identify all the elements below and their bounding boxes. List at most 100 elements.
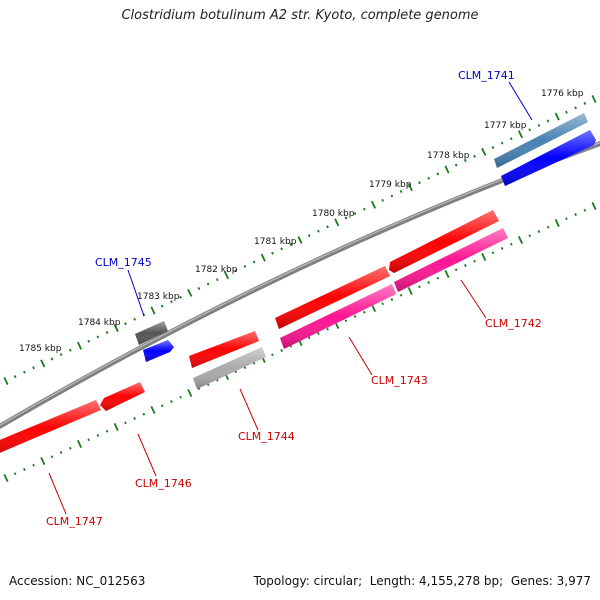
scale-label-1783: 1783 kbp [137, 292, 180, 302]
leader-clm-1745 [127, 269, 145, 317]
major-tick [444, 270, 450, 278]
length-label: Length: [369, 574, 416, 588]
minor-tick [133, 317, 136, 321]
gene-clm-1742-b[interactable] [394, 228, 508, 292]
major-tick [260, 253, 266, 262]
scale-label-1780: 1780 kbp [312, 209, 355, 219]
minor-tick [105, 330, 109, 335]
minor-tick [509, 137, 513, 141]
genome-stats: Topology: circular; Length: 4,155,278 bp… [253, 574, 591, 588]
gene-clm-1745-blue[interactable] [143, 340, 174, 362]
topology-label: Topology: [253, 574, 310, 588]
major-tick [554, 219, 560, 227]
minor-tick [13, 375, 17, 379]
minor-tick [418, 181, 421, 185]
gene-clm-1743-b[interactable] [280, 284, 396, 349]
minor-tick [23, 468, 26, 471]
gene-clm-1741-outer[interactable] [494, 113, 588, 168]
major-tick [40, 359, 46, 368]
gene-label-clm-1742[interactable]: CLM_1742 [485, 317, 542, 330]
genes-label: Genes: [510, 574, 553, 588]
minor-tick [537, 124, 541, 127]
major-tick [113, 324, 119, 333]
gene-label-clm-1747[interactable]: CLM_1747 [46, 515, 103, 528]
minor-tick [68, 446, 72, 450]
minor-tick [491, 145, 495, 150]
scale-label-1785: 1785 kbp [19, 344, 62, 354]
minor-tick [317, 229, 320, 233]
scale-label-1777: 1777 kbp [484, 121, 527, 131]
major-tick [481, 253, 487, 261]
minor-tick [399, 189, 403, 194]
minor-tick [317, 332, 320, 335]
genes-value: 3,977 [556, 574, 591, 588]
minor-tick [32, 366, 35, 370]
minor-tick [280, 247, 283, 251]
gene-clm-1741-inner[interactable] [501, 130, 596, 186]
gene-clm-1742-a[interactable] [389, 210, 499, 273]
major-tick [297, 236, 303, 244]
minor-tick [160, 404, 164, 408]
minor-tick [50, 357, 54, 361]
major-tick [407, 287, 413, 295]
minor-tick [427, 176, 430, 180]
minor-tick [326, 225, 329, 229]
accession-label: Accession: [9, 574, 73, 588]
minor-tick [142, 412, 146, 416]
major-tick [76, 341, 83, 350]
minor-tick [546, 119, 550, 123]
minor-tick [59, 353, 63, 356]
gene-clm-1747[interactable] [0, 400, 101, 457]
minor-tick [436, 276, 440, 280]
gene-clm-1744-b[interactable] [193, 347, 266, 389]
gene-label-clm-1743[interactable]: CLM_1743 [371, 374, 428, 387]
upper-tick-ring [3, 95, 597, 385]
label-leaders [48, 81, 533, 515]
minor-tick [87, 438, 91, 442]
scale-label-1782: 1782 kbp [195, 265, 238, 275]
minor-tick [464, 159, 467, 163]
minor-tick [87, 339, 91, 343]
minor-tick [307, 234, 311, 238]
gene-label-clm-1741[interactable]: CLM_1741 [458, 69, 515, 82]
minor-tick [362, 207, 366, 211]
gene-clm-1743-a[interactable] [275, 266, 390, 329]
gene-clm-1744-a[interactable] [189, 331, 259, 368]
major-tick [407, 183, 413, 192]
gene-clm-1746[interactable] [100, 382, 145, 411]
minor-tick [271, 251, 274, 255]
minor-tick [344, 319, 348, 323]
minor-tick [307, 336, 311, 340]
minor-tick [546, 225, 550, 229]
minor-tick [583, 208, 587, 212]
minor-tick [289, 242, 293, 246]
leader-clm-1742 [460, 279, 487, 319]
minor-tick [454, 268, 458, 272]
minor-tick [344, 216, 348, 220]
gene-label-clm-1744[interactable]: CLM_1744 [238, 430, 295, 443]
minor-tick [509, 242, 513, 246]
major-tick [150, 406, 156, 414]
minor-tick [537, 230, 541, 233]
major-tick [40, 457, 46, 465]
minor-tick [574, 106, 577, 110]
minor-tick [528, 128, 532, 132]
minor-tick [362, 310, 366, 314]
major-tick [334, 218, 340, 227]
minor-tick [473, 259, 476, 263]
major-tick [150, 306, 156, 315]
minor-tick [68, 348, 72, 352]
topology-value: circular [313, 574, 359, 588]
minor-tick [179, 395, 182, 399]
minor-tick [528, 234, 532, 238]
leader-clm-1741 [508, 81, 533, 121]
minor-tick [105, 429, 109, 433]
major-tick [591, 95, 597, 103]
minor-tick [13, 472, 17, 476]
minor-tick [160, 304, 164, 308]
gene-label-clm-1745[interactable]: CLM_1745 [95, 256, 152, 269]
minor-tick [133, 417, 136, 420]
gene-clm-1745-gray[interactable] [135, 321, 168, 345]
minor-tick [491, 251, 495, 255]
gene-label-clm-1746[interactable]: CLM_1746 [135, 477, 192, 490]
